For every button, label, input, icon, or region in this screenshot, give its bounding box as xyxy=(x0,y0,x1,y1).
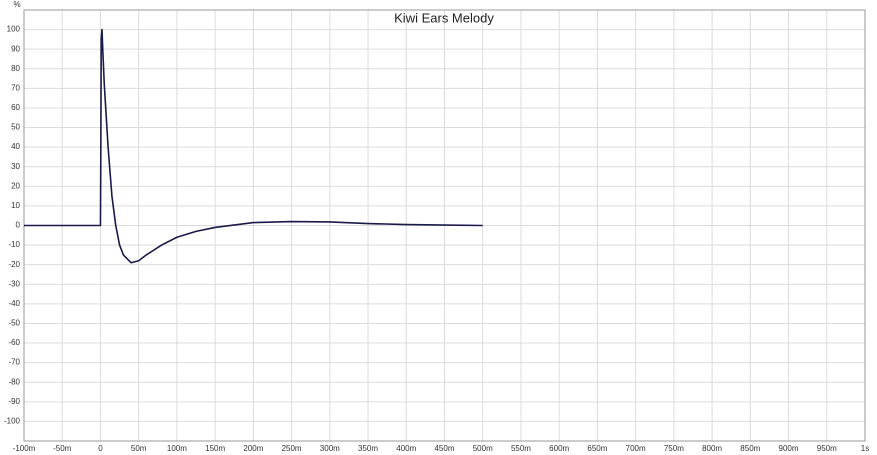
x-tick-label: 650m xyxy=(587,444,607,453)
y-tick-label: 10 xyxy=(11,201,20,210)
x-tick-label: 600m xyxy=(549,444,569,453)
x-tick-label: 300m xyxy=(320,444,340,453)
y-tick-label: 80 xyxy=(11,64,20,73)
x-tick-label: 750m xyxy=(664,444,684,453)
x-tick-label: 800m xyxy=(702,444,722,453)
y-tick-label: -50 xyxy=(8,319,20,328)
y-tick-label: -20 xyxy=(8,260,20,269)
y-tick-label: 100 xyxy=(7,25,21,34)
x-tick-label: 1s xyxy=(861,444,869,453)
y-tick-label: -90 xyxy=(8,397,20,406)
y-tick-label: 50 xyxy=(11,123,20,132)
x-tick-label: 400m xyxy=(396,444,416,453)
x-tick-label: 500m xyxy=(473,444,493,453)
y-tick-label: -60 xyxy=(8,338,20,347)
x-tick-label: 50m xyxy=(131,444,147,453)
data-line xyxy=(24,28,483,264)
x-tick-label: 350m xyxy=(358,444,378,453)
y-tick-label: -30 xyxy=(8,279,20,288)
x-tick-label: 850m xyxy=(740,444,760,453)
y-tick-label: 70 xyxy=(11,83,20,92)
x-tick-label: 700m xyxy=(626,444,646,453)
y-axis-label: % xyxy=(13,0,20,9)
y-tick-label: -10 xyxy=(8,240,20,249)
y-tick-label: -70 xyxy=(8,358,20,367)
x-tick-label: 150m xyxy=(205,444,225,453)
y-tick-label: 60 xyxy=(11,103,20,112)
x-tick-label: 450m xyxy=(434,444,454,453)
y-tick-label: 30 xyxy=(11,162,20,171)
chart-title: Kiwi Ears Melody xyxy=(394,10,494,25)
y-tick-label: 40 xyxy=(11,142,20,151)
grid xyxy=(23,10,866,441)
x-tick-label: 100m xyxy=(167,444,187,453)
y-tick-label: 20 xyxy=(11,181,20,190)
x-tick-label: 550m xyxy=(511,444,531,453)
y-tick-label: -80 xyxy=(8,377,20,386)
y-tick-label: 0 xyxy=(16,221,21,230)
x-tick-label: 250m xyxy=(282,444,302,453)
x-tick-label: 0 xyxy=(98,444,103,453)
y-tick-label: 90 xyxy=(11,44,20,53)
x-tick-label: 950m xyxy=(817,444,837,453)
y-tick-label: -40 xyxy=(8,299,20,308)
x-tick-label: -50m xyxy=(53,444,72,453)
y-tick-label: -100 xyxy=(4,417,21,426)
x-tick-label: 200m xyxy=(243,444,263,453)
x-tick-label: 900m xyxy=(779,444,799,453)
x-tick-label: -100m xyxy=(13,444,36,453)
